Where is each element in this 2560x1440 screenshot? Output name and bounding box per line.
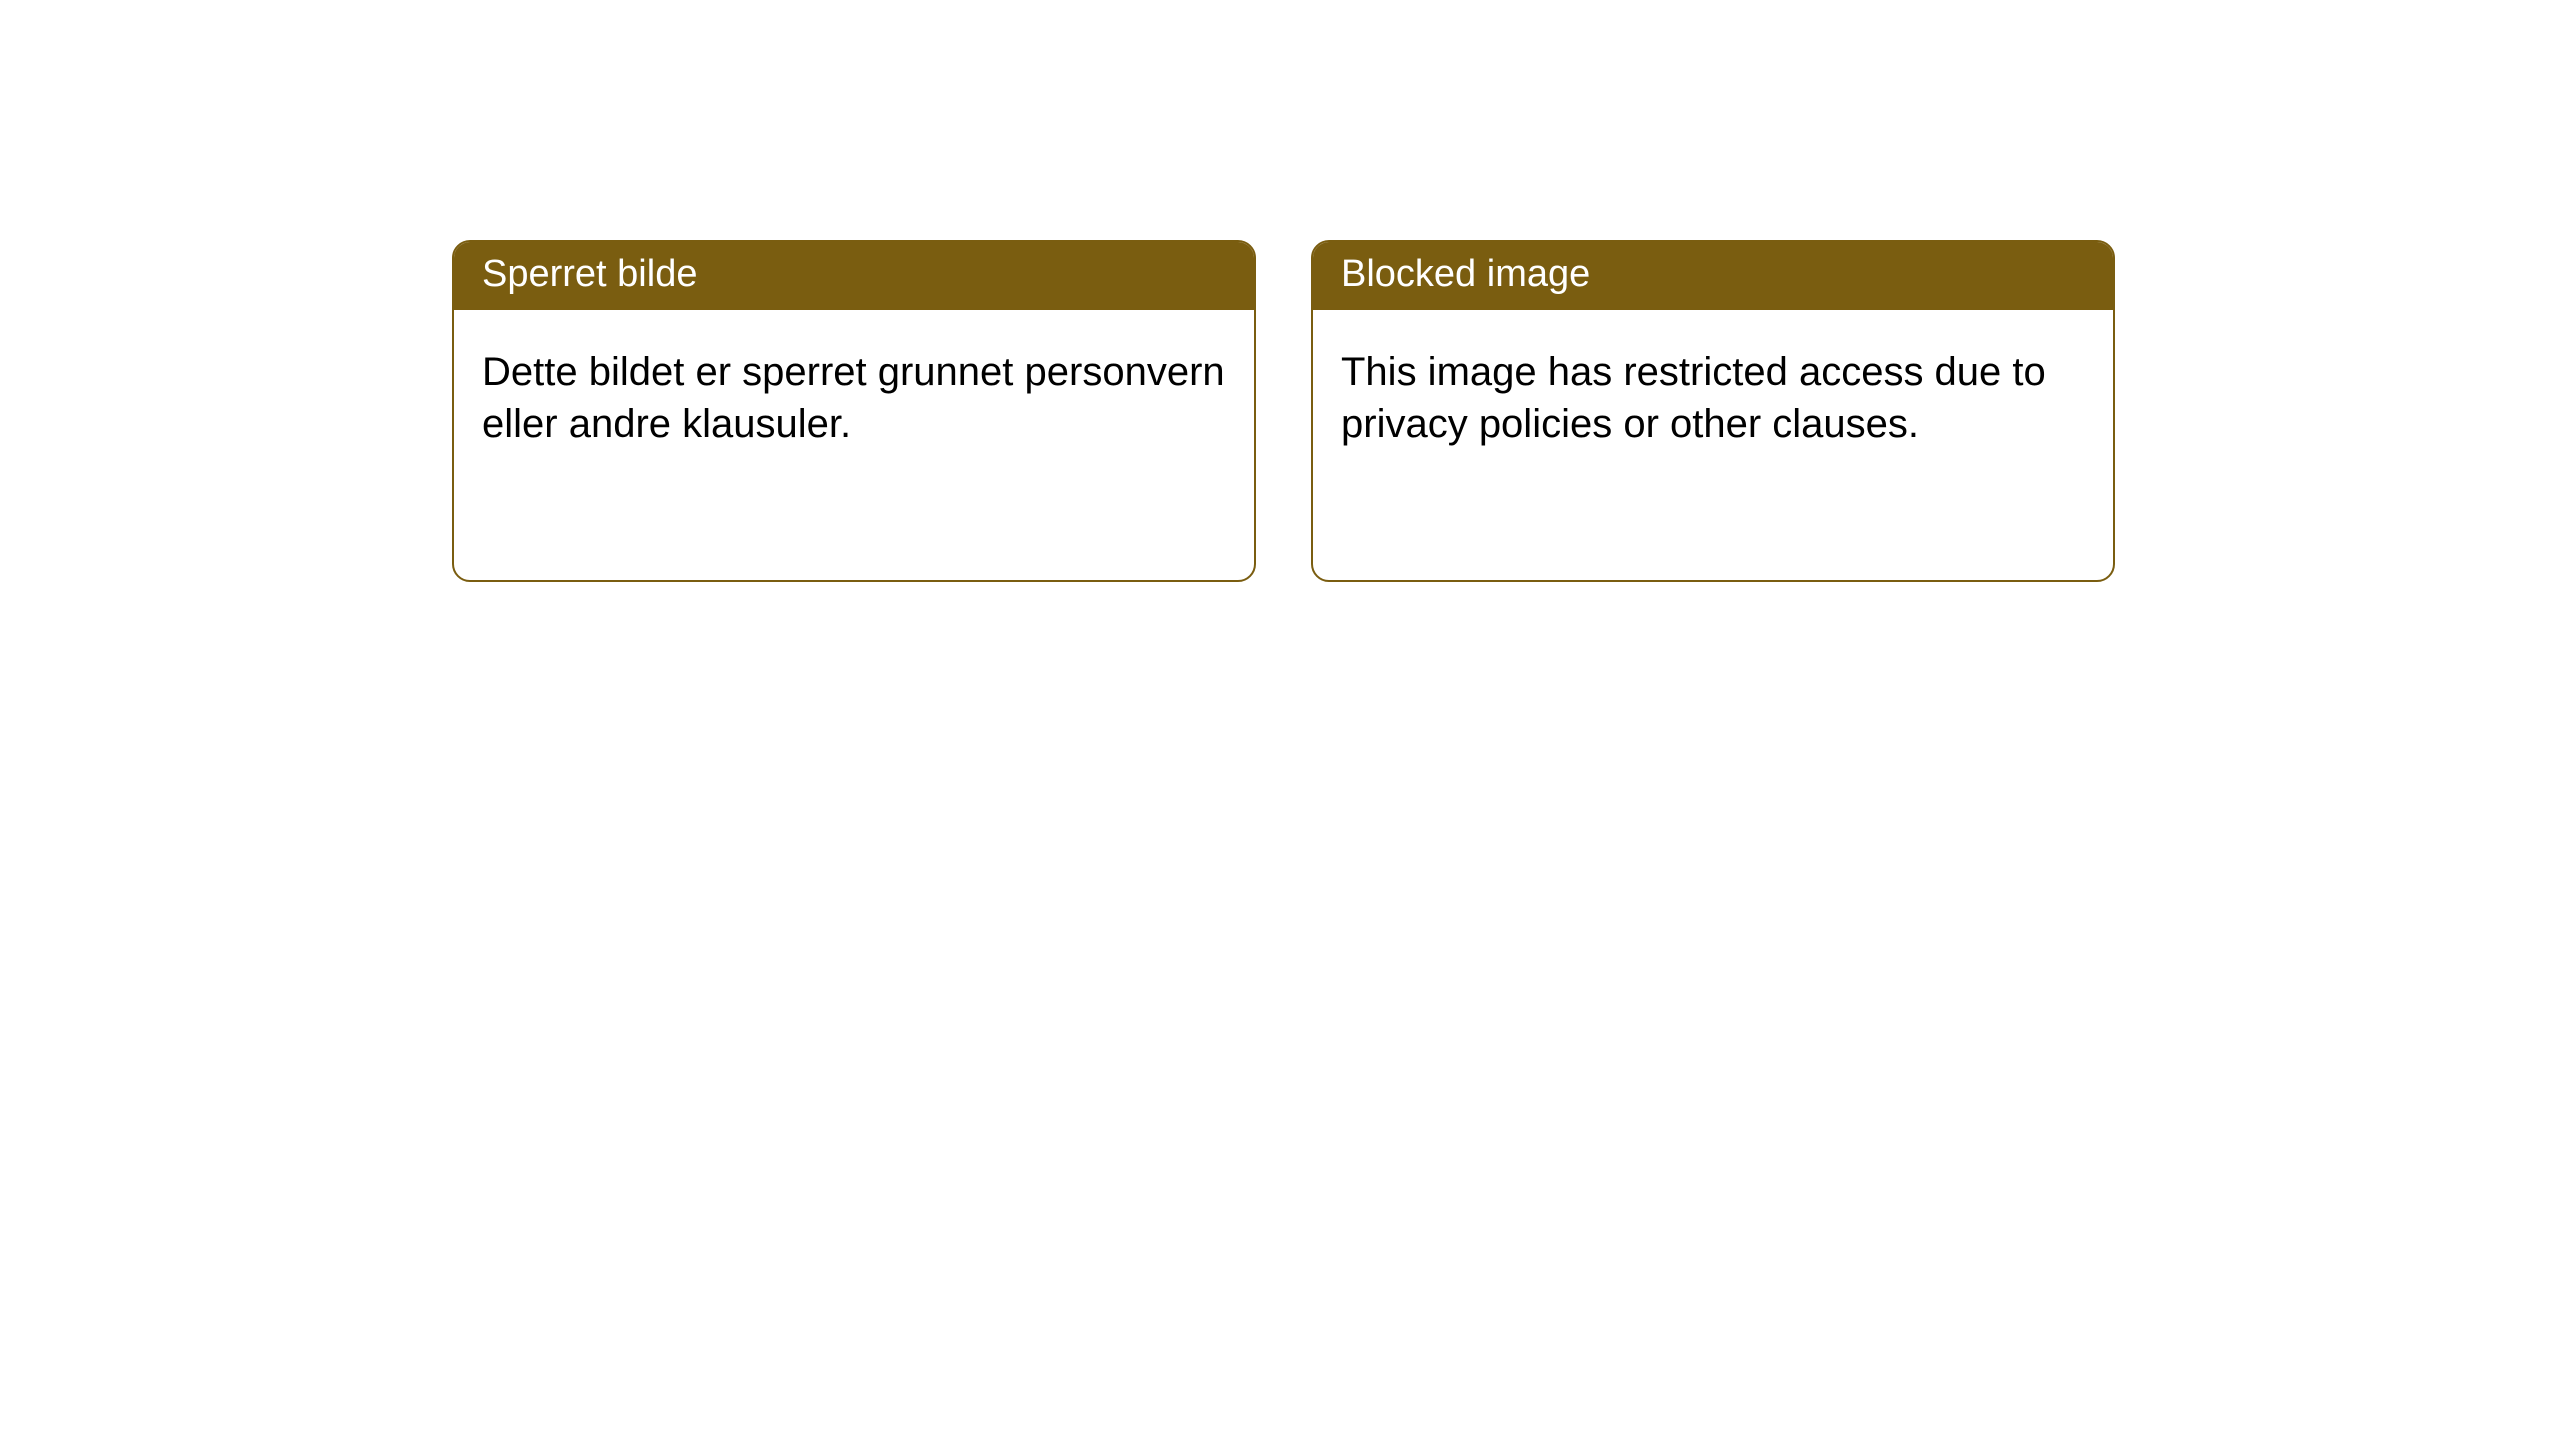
card-header: Sperret bilde	[454, 242, 1254, 310]
notice-container: Sperret bilde Dette bildet er sperret gr…	[0, 0, 2560, 582]
card-body: This image has restricted access due to …	[1313, 310, 2113, 580]
notice-card-english: Blocked image This image has restricted …	[1311, 240, 2115, 582]
card-body: Dette bildet er sperret grunnet personve…	[454, 310, 1254, 580]
notice-card-norwegian: Sperret bilde Dette bildet er sperret gr…	[452, 240, 1256, 582]
card-header: Blocked image	[1313, 242, 2113, 310]
